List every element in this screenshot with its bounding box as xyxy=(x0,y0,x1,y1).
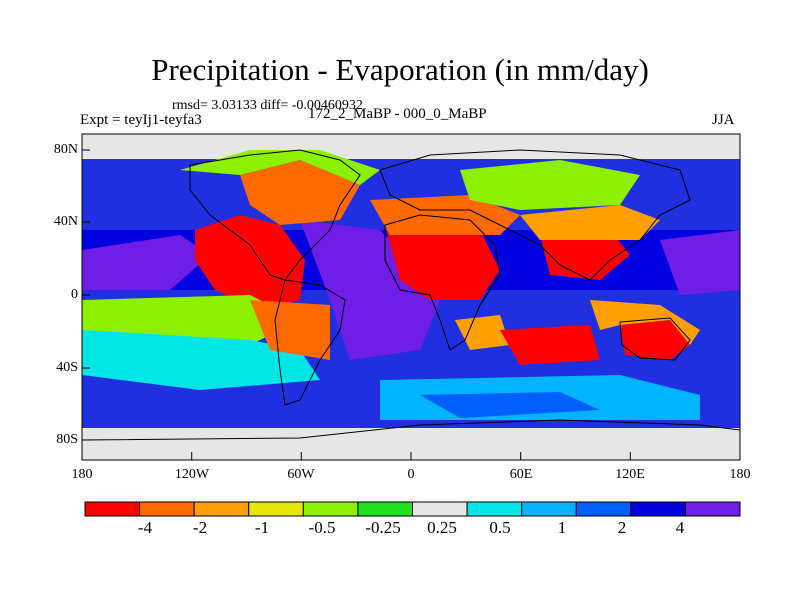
australia-coast xyxy=(619,317,691,361)
period-label: 172_2_MaBP - 000_0_MaBP xyxy=(308,106,487,122)
lat-label: 80S xyxy=(56,432,78,447)
experiment-label: Expt = teyIj1-teyfa3 xyxy=(80,112,202,128)
colorbar-box xyxy=(521,501,577,517)
coastlines xyxy=(82,149,740,460)
eurasia-coast xyxy=(379,149,691,281)
lon-label: 180 xyxy=(71,467,93,482)
colorbar-box xyxy=(466,501,523,517)
precip-minus-evap-field xyxy=(82,134,740,460)
indian-ocean-red xyxy=(500,325,600,365)
siberia-green xyxy=(460,160,640,210)
map-title: Precipitation - Evaporation (in mm/day) xyxy=(151,52,649,87)
colorbar-box xyxy=(684,501,741,517)
east-pacific-purple xyxy=(660,230,740,295)
lon-label: 60W xyxy=(287,467,315,482)
africa-coast xyxy=(384,214,501,351)
mediterranean-orange xyxy=(370,195,520,235)
colorbar-label: 0.25 xyxy=(427,518,457,537)
colorbar xyxy=(84,501,741,517)
colorbar-box xyxy=(139,501,195,517)
colorbar-label: -0.5 xyxy=(308,518,336,537)
season-label: JJA xyxy=(712,112,735,128)
subtropical-north-pacific-red xyxy=(195,215,305,310)
lon-label: 120E xyxy=(615,467,645,482)
southern-africa-yellow xyxy=(455,315,510,350)
colorbar-label: -4 xyxy=(137,518,153,537)
colorbar-label: -1 xyxy=(254,518,270,537)
lat-label: 0 xyxy=(71,287,78,302)
north-america-coast xyxy=(189,149,361,281)
south-america-coast xyxy=(274,279,346,406)
colorbar-box xyxy=(302,501,359,517)
colorbar-box xyxy=(575,501,632,517)
south-pacific-green xyxy=(82,295,300,345)
south-pacific-cyan xyxy=(82,330,320,390)
south-america-orange xyxy=(250,300,330,360)
colorbar-label: -0.25 xyxy=(365,518,401,537)
lon-label: 180 xyxy=(729,467,751,482)
australia-orange xyxy=(590,300,700,345)
southern-ocean-blue xyxy=(420,392,600,418)
colorbar-label: 0.5 xyxy=(489,518,511,537)
colorbar-box xyxy=(412,501,468,517)
colorbar-label: 1 xyxy=(557,518,567,537)
colorbar-label: 2 xyxy=(617,518,627,537)
australia-red xyxy=(620,320,690,360)
arctic-grey xyxy=(82,134,740,159)
sahara-red xyxy=(385,225,500,300)
colorbar-box xyxy=(193,501,250,517)
colorbar-label: 4 xyxy=(675,518,685,537)
axis-ticks xyxy=(81,149,741,460)
rmsd-diff-stats: rmsd= 3.03133 diff= -0.00460932 xyxy=(172,98,363,113)
colorbar-box xyxy=(630,501,686,517)
north-america-orange xyxy=(240,160,360,225)
lon-label: 120W xyxy=(174,467,210,482)
colorbar-box xyxy=(248,501,304,517)
south-asia-red xyxy=(540,230,630,280)
colorbar-box xyxy=(84,501,141,517)
lat-label: 40N xyxy=(53,214,78,229)
central-asia-orange xyxy=(520,205,660,240)
lon-label: 0 xyxy=(407,467,415,482)
lat-label: 80N xyxy=(53,142,78,157)
antarctica-coast xyxy=(82,419,740,460)
colorbar-box xyxy=(357,501,413,517)
lat-label: 40S xyxy=(56,360,78,375)
colorbar-label: -2 xyxy=(192,518,208,537)
lon-label: 60E xyxy=(509,467,533,482)
west-pacific-purple xyxy=(82,235,210,290)
